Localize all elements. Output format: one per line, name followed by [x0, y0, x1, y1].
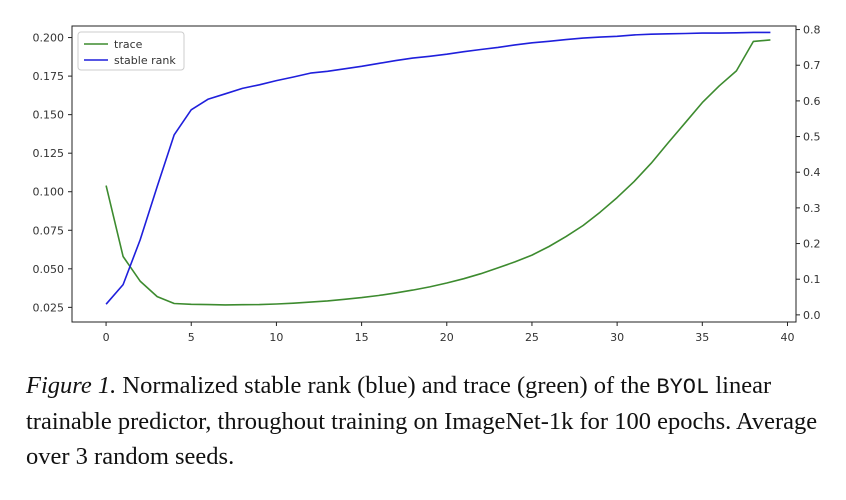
- caption-text-2: linear trainable predictor, throughout t…: [26, 372, 818, 470]
- x-tick-label: 30: [610, 331, 624, 344]
- x-tick-label: 0: [103, 331, 110, 344]
- y-right-tick-label: 0.2: [803, 238, 821, 251]
- x-axis: 0 5 10 15 20 25 30 35 40: [103, 322, 794, 344]
- legend: trace stable rank: [77, 31, 185, 71]
- legend-label: trace: [114, 38, 143, 51]
- trace-line: [105, 39, 771, 306]
- y-left-tick-label: 0.200: [33, 32, 65, 45]
- y-left-tick-label: 0.075: [33, 224, 65, 237]
- y-axis-right: 0.0 0.1 0.2 0.3 0.4 0.5 0.6 0.7 0.8: [796, 24, 821, 322]
- y-left-tick-label: 0.175: [33, 70, 65, 83]
- x-tick-label: 20: [440, 331, 454, 344]
- plot-area: [71, 25, 797, 323]
- stable-rank-line: [105, 31, 771, 305]
- y-right-tick-label: 0.7: [803, 59, 821, 72]
- caption-text-1: Normalized stable rank (blue) and trace …: [116, 372, 657, 399]
- y-right-tick-label: 0.5: [803, 131, 821, 144]
- caption-label: Figure 1.: [26, 372, 117, 399]
- x-tick-label: 10: [269, 331, 283, 344]
- y-left-tick-label: 0.050: [33, 263, 65, 276]
- plot-frame: [71, 25, 797, 323]
- x-tick-label: 15: [355, 331, 369, 344]
- x-tick-label: 40: [780, 331, 794, 344]
- caption-code-byol: BYOL: [656, 375, 710, 400]
- x-tick-label: 25: [525, 331, 539, 344]
- x-tick-label: 35: [695, 331, 709, 344]
- x-tick-label: 5: [188, 331, 195, 344]
- legend-label: stable rank: [114, 54, 176, 67]
- y-axis-left: 0.025 0.050 0.075 0.100 0.125 0.150 0.175 0.200: [33, 32, 72, 314]
- series-layer: [105, 31, 771, 306]
- y-right-tick-label: 0.3: [803, 202, 821, 215]
- y-left-tick-label: 0.025: [33, 301, 65, 314]
- y-left-tick-label: 0.125: [33, 147, 65, 160]
- y-right-tick-label: 0.4: [803, 166, 821, 179]
- y-right-tick-label: 0.0: [803, 309, 821, 322]
- y-left-tick-label: 0.100: [33, 186, 65, 199]
- y-right-tick-label: 0.6: [803, 95, 821, 108]
- chart-figure: 0 5 10 15 20 25 30 35 40 0.025 0.050 0.075 0.100 0.1…: [33, 24, 821, 344]
- y-right-tick-label: 0.8: [803, 24, 821, 37]
- figure-caption: Figure 1. Normalized stable rank (blue) …: [26, 368, 826, 474]
- y-left-tick-label: 0.150: [33, 109, 65, 122]
- y-right-tick-label: 0.1: [803, 273, 821, 286]
